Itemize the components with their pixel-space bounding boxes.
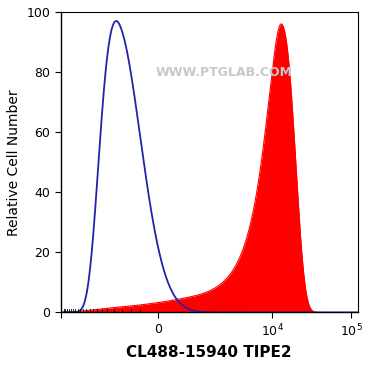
X-axis label: CL488-15940 TIPE2: CL488-15940 TIPE2 (127, 345, 292, 360)
Y-axis label: Relative Cell Number: Relative Cell Number (7, 89, 21, 236)
Text: WWW.PTGLAB.COM: WWW.PTGLAB.COM (155, 66, 293, 79)
